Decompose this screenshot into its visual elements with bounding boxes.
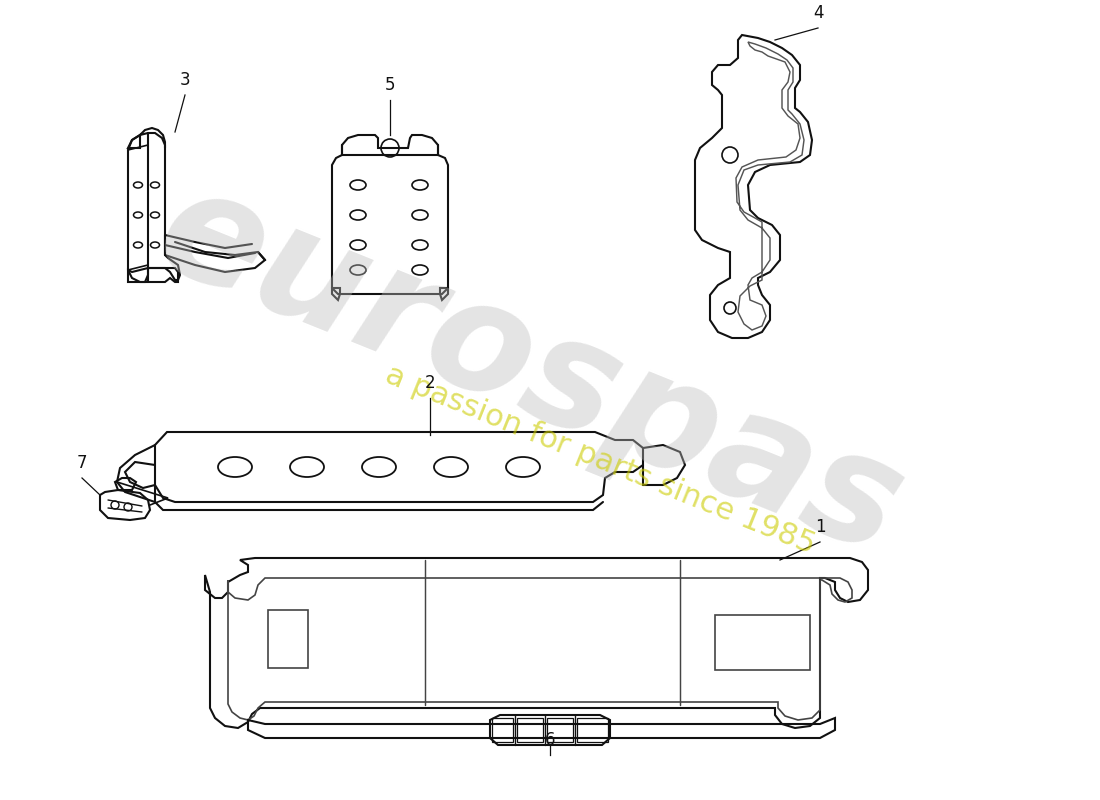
Text: 7: 7 [77, 454, 87, 472]
Text: 5: 5 [385, 76, 395, 94]
Text: 6: 6 [544, 731, 556, 749]
Text: 4: 4 [813, 4, 823, 22]
Text: a passion for parts since 1985: a passion for parts since 1985 [381, 360, 820, 560]
Text: eurospas: eurospas [138, 154, 923, 586]
Text: 2: 2 [425, 374, 436, 392]
Text: 3: 3 [179, 71, 190, 89]
Text: 1: 1 [815, 518, 825, 536]
